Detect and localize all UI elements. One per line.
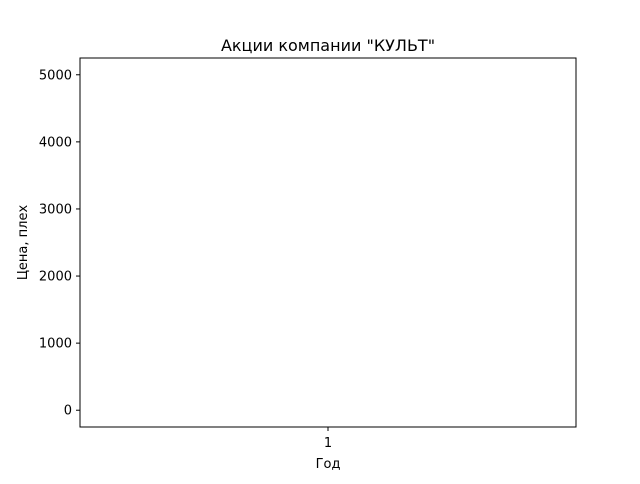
y-axis-ticks: 0 1000 2000 3000 4000 5000 (39, 68, 80, 419)
y-tick-label: 2000 (39, 270, 72, 285)
chart-title: Акции компании "КУЛЬТ" (221, 36, 435, 55)
y-axis-label: Цена, плех (16, 205, 31, 281)
x-tick-label: 1 (324, 436, 332, 451)
y-tick-label: 0 (64, 404, 72, 419)
plot-area-frame (79, 57, 577, 428)
y-tick-label: 3000 (39, 202, 72, 217)
x-axis-label: Год (316, 457, 341, 472)
y-tick-label: 4000 (39, 135, 72, 150)
x-axis-ticks: 1 (324, 427, 332, 451)
y-tick-label: 1000 (39, 337, 72, 352)
y-tick-label: 5000 (39, 68, 72, 83)
